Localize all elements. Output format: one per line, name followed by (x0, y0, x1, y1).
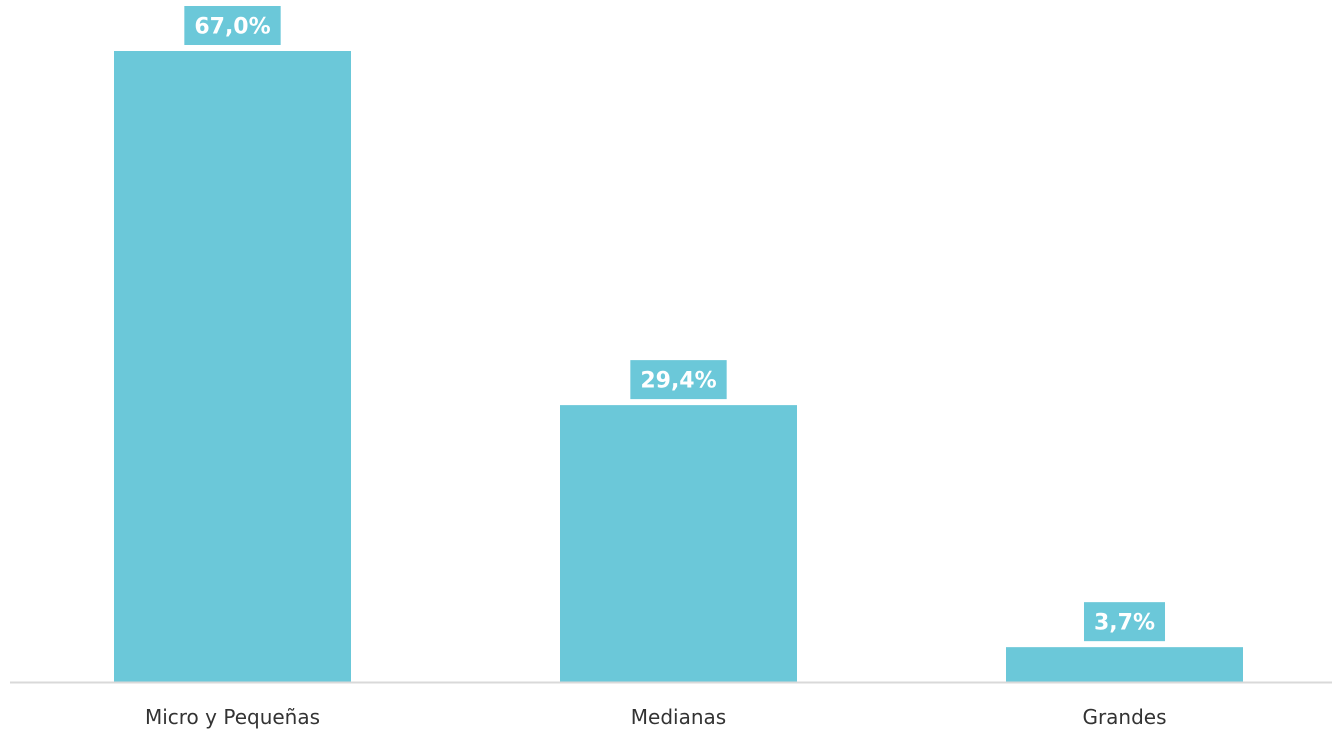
x-tick-label-0: Micro y Pequeñas (145, 705, 320, 729)
data-label-0: 67,0% (184, 6, 281, 45)
bar-2 (1006, 647, 1243, 682)
bar-0 (114, 51, 351, 682)
data-label-text-2: 3,7% (1094, 611, 1155, 636)
data-label-1: 29,4% (630, 360, 727, 400)
data-label-text-1: 29,4% (640, 369, 716, 394)
x-tick-label-1: Medianas (631, 705, 726, 729)
bar-1 (560, 405, 797, 682)
data-label-2: 3,7% (1083, 602, 1166, 642)
data-label-bg-1 (630, 360, 727, 400)
data-label-bg-0 (184, 6, 281, 45)
bars-layer (114, 51, 1243, 682)
x-tick-labels-layer: Micro y Pequeñas Medianas Grandes (145, 705, 1167, 729)
data-label-bg-2 (1083, 602, 1166, 642)
data-label-text-0: 67,0% (194, 15, 270, 40)
data-labels-layer: 67,0% 29,4% 3,7% (184, 6, 1166, 642)
x-tick-label-2: Grandes (1082, 705, 1166, 729)
